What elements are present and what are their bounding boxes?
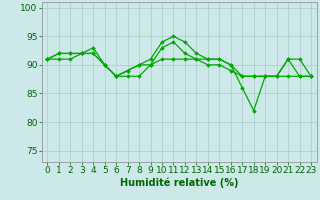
X-axis label: Humidité relative (%): Humidité relative (%) [120, 178, 238, 188]
